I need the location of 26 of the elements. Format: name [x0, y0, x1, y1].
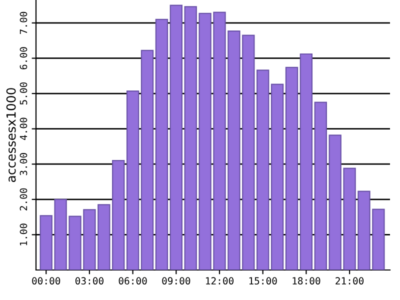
bar: [140, 50, 154, 270]
bar: [285, 66, 298, 270]
x-tick-label: 18:00: [292, 277, 320, 285]
y-tick-label: 3.00: [20, 153, 28, 176]
y-tick-label: 4.00: [20, 118, 28, 140]
x-tick-label: 09:00: [162, 277, 190, 285]
x-tick-label: 00:00: [32, 277, 60, 285]
bar: [270, 84, 284, 270]
bar: [256, 70, 270, 270]
y-tick-label: 2.00: [20, 188, 28, 210]
bar: [126, 90, 140, 270]
y-tick-label: 1.00: [20, 224, 28, 246]
y-axis-title: accessesx1000: [6, 88, 16, 182]
y-tick-label: 6.00: [20, 47, 28, 70]
bar: [155, 18, 168, 270]
x-tick-label: 21:00: [336, 277, 364, 285]
bar: [300, 53, 313, 270]
x-tick-label: 12:00: [206, 277, 234, 285]
x-tick-label: 06:00: [118, 277, 147, 285]
bar: [170, 4, 182, 270]
y-tick-label: 5.00: [20, 82, 28, 105]
y-tick-label: 7.00: [20, 12, 28, 34]
bar: [314, 102, 327, 270]
bar: [112, 160, 125, 270]
x-tick-label: 03:00: [75, 277, 104, 285]
x-tick-label: 15:00: [249, 277, 277, 285]
